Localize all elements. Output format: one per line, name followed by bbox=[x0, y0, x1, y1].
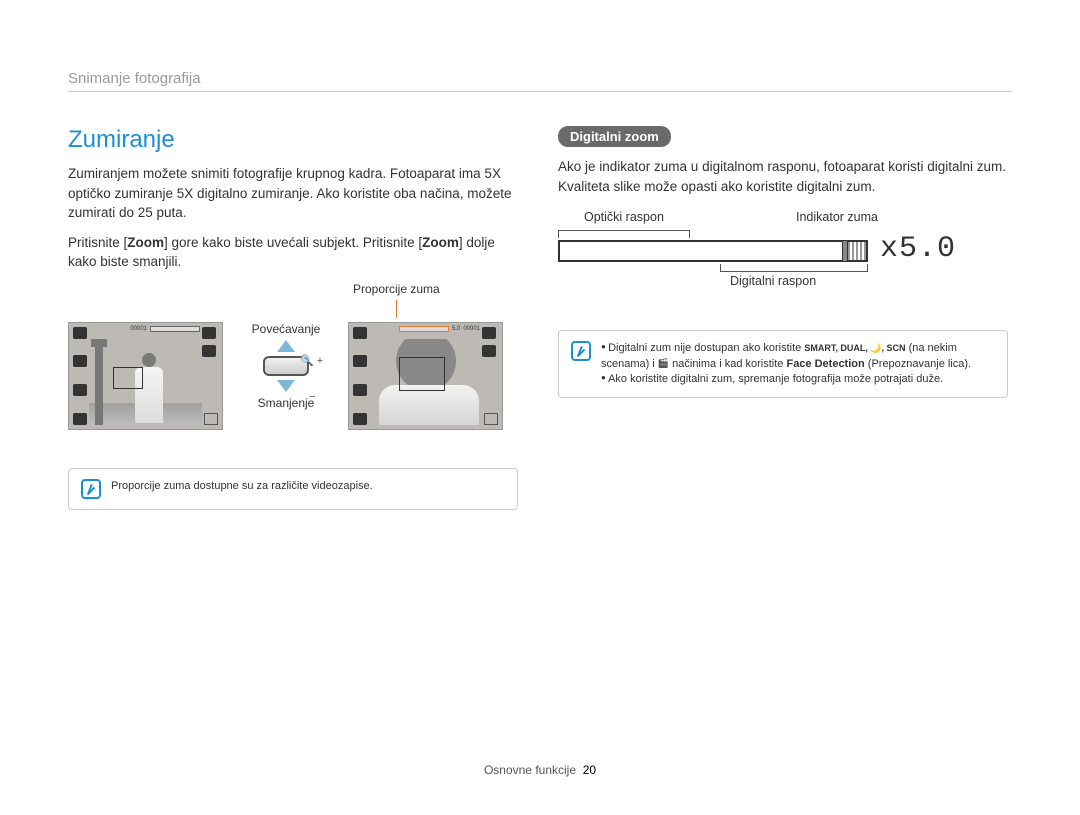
zoom-range-diagram: Optički raspon Indikator zuma Digitalni … bbox=[558, 210, 1008, 300]
content-columns: Zumiranje Zumiranjem možete snimiti foto… bbox=[68, 126, 1012, 510]
mode-icon bbox=[73, 355, 87, 367]
delete-icon bbox=[484, 413, 498, 425]
size-icon bbox=[202, 345, 216, 357]
page-header: Snimanje fotografija bbox=[68, 70, 1012, 92]
quality-icon bbox=[202, 327, 216, 339]
digital-range-label: Digitalni raspon bbox=[730, 274, 816, 288]
footer-section: Osnovne funkcije bbox=[484, 763, 576, 777]
note-text: Digitalni zum nije dostupan ako koristit… bbox=[601, 341, 995, 387]
video-icon: 🎬 bbox=[658, 357, 669, 370]
lcd-left-icons bbox=[353, 327, 369, 425]
page-footer: Osnovne funkcije 20 bbox=[0, 763, 1080, 777]
focus-box bbox=[113, 367, 143, 389]
lcd-zoomed: 5.000001 bbox=[348, 322, 503, 430]
digital-zoom-pill: Digitalni zoom bbox=[558, 126, 671, 147]
lcd-wide: 00001 bbox=[68, 322, 223, 430]
camera-icon bbox=[353, 327, 367, 339]
arrow-down-icon bbox=[277, 380, 295, 392]
size-icon bbox=[482, 345, 496, 357]
lcd-right-icons bbox=[202, 327, 218, 357]
para-instructions: Pritisnite [Zoom] gore kako biste uvećal… bbox=[68, 233, 518, 272]
left-column: Zumiranje Zumiranjem možete snimiti foto… bbox=[68, 126, 518, 510]
lcd-right-icons bbox=[482, 327, 498, 357]
lcd-top-bar: 00001 bbox=[130, 326, 200, 332]
para-intro: Zumiranjem možete snimiti fotografije kr… bbox=[68, 164, 518, 223]
mode-icons: SMART, DUAL, 🌙, SCN bbox=[804, 342, 905, 355]
note-icon bbox=[81, 479, 101, 499]
page-number: 20 bbox=[583, 763, 596, 777]
scene-wide bbox=[89, 339, 202, 425]
zoom-indicator-label: Indikator zuma bbox=[796, 210, 878, 224]
mode-icon bbox=[353, 355, 367, 367]
note-box-left: Proporcije zuma dostupne su za različite… bbox=[68, 468, 518, 510]
right-column: Digitalni zoom Ako je indikator zuma u d… bbox=[558, 126, 1008, 510]
zoom-range-bar bbox=[558, 240, 868, 262]
para-digital: Ako je indikator zuma u digitalnom raspo… bbox=[558, 157, 1008, 196]
zoom-cursor bbox=[842, 240, 848, 262]
optical-range-label: Optički raspon bbox=[584, 210, 664, 224]
section-title: Zumiranje bbox=[68, 126, 518, 154]
note-bullet-1: Digitalni zum nije dostupan ako koristit… bbox=[601, 341, 995, 372]
note-text: Proporcije zuma dostupne su za različite… bbox=[111, 479, 373, 494]
zoom-diagram: Proporcije zuma 00001 bbox=[68, 282, 518, 462]
arrow-up-icon bbox=[277, 340, 295, 352]
note-icon bbox=[571, 341, 591, 361]
flash-icon bbox=[73, 384, 87, 396]
note-bullet-2: Ako koristite digitalni zum, spremanje f… bbox=[601, 372, 995, 387]
timer-icon bbox=[353, 413, 367, 425]
timer-icon bbox=[73, 413, 87, 425]
breadcrumb: Snimanje fotografija bbox=[68, 70, 201, 87]
camera-icon bbox=[73, 327, 87, 339]
increase-label: Povećavanje bbox=[234, 322, 338, 336]
delete-icon bbox=[204, 413, 218, 425]
digital-bracket bbox=[720, 264, 868, 272]
proportions-pointer bbox=[396, 300, 397, 318]
flash-icon bbox=[353, 384, 367, 396]
zoom-reading: x5.0 bbox=[880, 232, 956, 266]
quality-icon bbox=[482, 327, 496, 339]
lcd-top-bar: 5.000001 bbox=[399, 326, 480, 332]
plus-minus-icon: 🔍 + − bbox=[300, 352, 323, 406]
lcd-left-icons bbox=[73, 327, 89, 425]
proportions-label: Proporcije zuma bbox=[353, 282, 440, 296]
note-box-right: Digitalni zum nije dostupan ako koristit… bbox=[558, 330, 1008, 398]
optical-bracket bbox=[558, 230, 690, 238]
focus-box bbox=[399, 357, 445, 391]
